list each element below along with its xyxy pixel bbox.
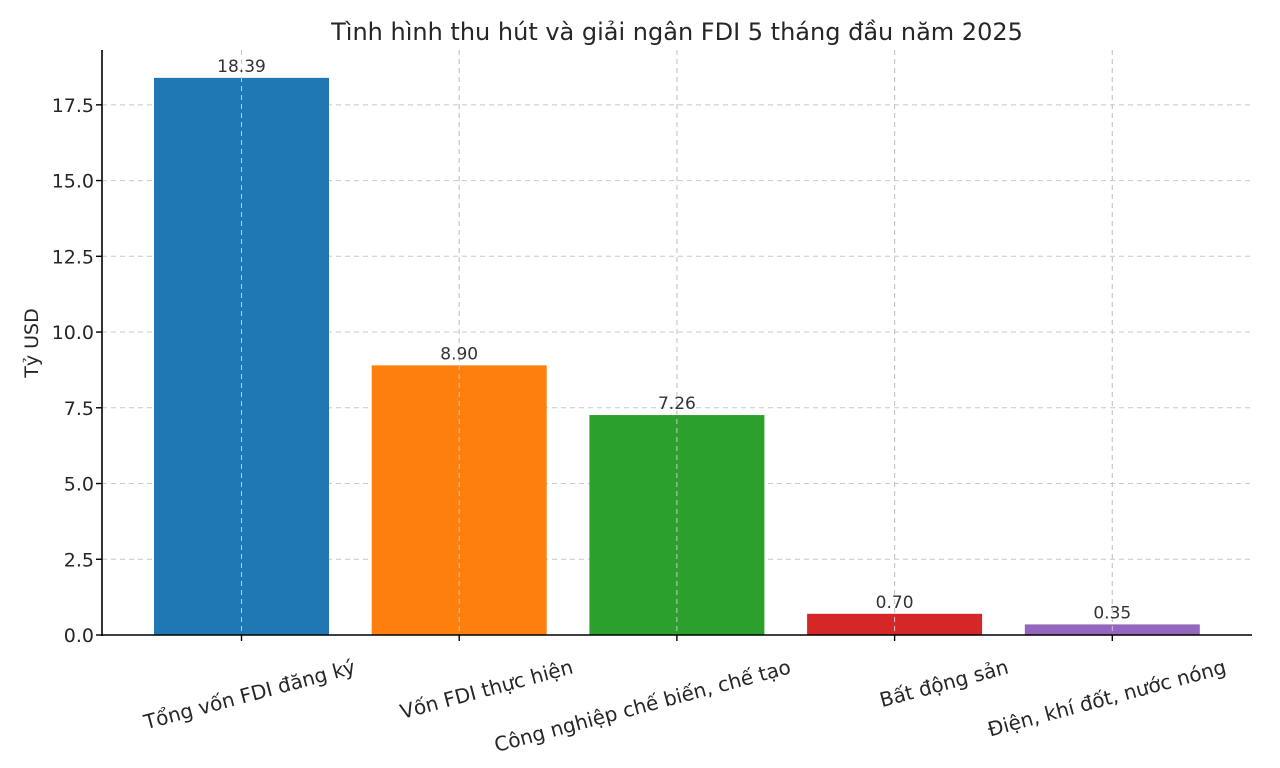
category-label: Điện, khí đốt, nước nóng xyxy=(985,655,1228,742)
y-tick-label: 0.0 xyxy=(64,625,94,647)
bar-value-label: 0.35 xyxy=(1093,603,1131,623)
y-tick-label: 5.0 xyxy=(64,474,94,496)
category-label: Tổng vốn FDI đăng ký xyxy=(140,655,358,735)
bar-value-label: 7.26 xyxy=(658,394,696,414)
y-tick-label: 7.5 xyxy=(64,398,94,420)
bar-value-label: 0.70 xyxy=(876,593,914,613)
y-tick-label: 12.5 xyxy=(52,246,94,268)
category-label: Bất động sản xyxy=(877,655,1011,712)
y-tick-label: 2.5 xyxy=(64,549,94,571)
bar xyxy=(807,613,983,635)
y-tick-label: 15.0 xyxy=(52,171,94,193)
bar-value-label: 18.39 xyxy=(217,57,266,77)
y-tick-label: 17.5 xyxy=(52,95,94,117)
axis-layer xyxy=(96,50,1252,641)
y-tick-label: 10.0 xyxy=(52,322,94,344)
bar xyxy=(589,415,765,635)
y-axis-label: Tỷ USD xyxy=(21,308,43,379)
bar-layer xyxy=(154,50,1200,635)
bar-value-label: 8.90 xyxy=(440,344,478,364)
category-label: Vốn FDI thực hiện xyxy=(397,655,575,724)
chart-title: Tình hình thu hút và giải ngân FDI 5 thá… xyxy=(330,18,1023,46)
